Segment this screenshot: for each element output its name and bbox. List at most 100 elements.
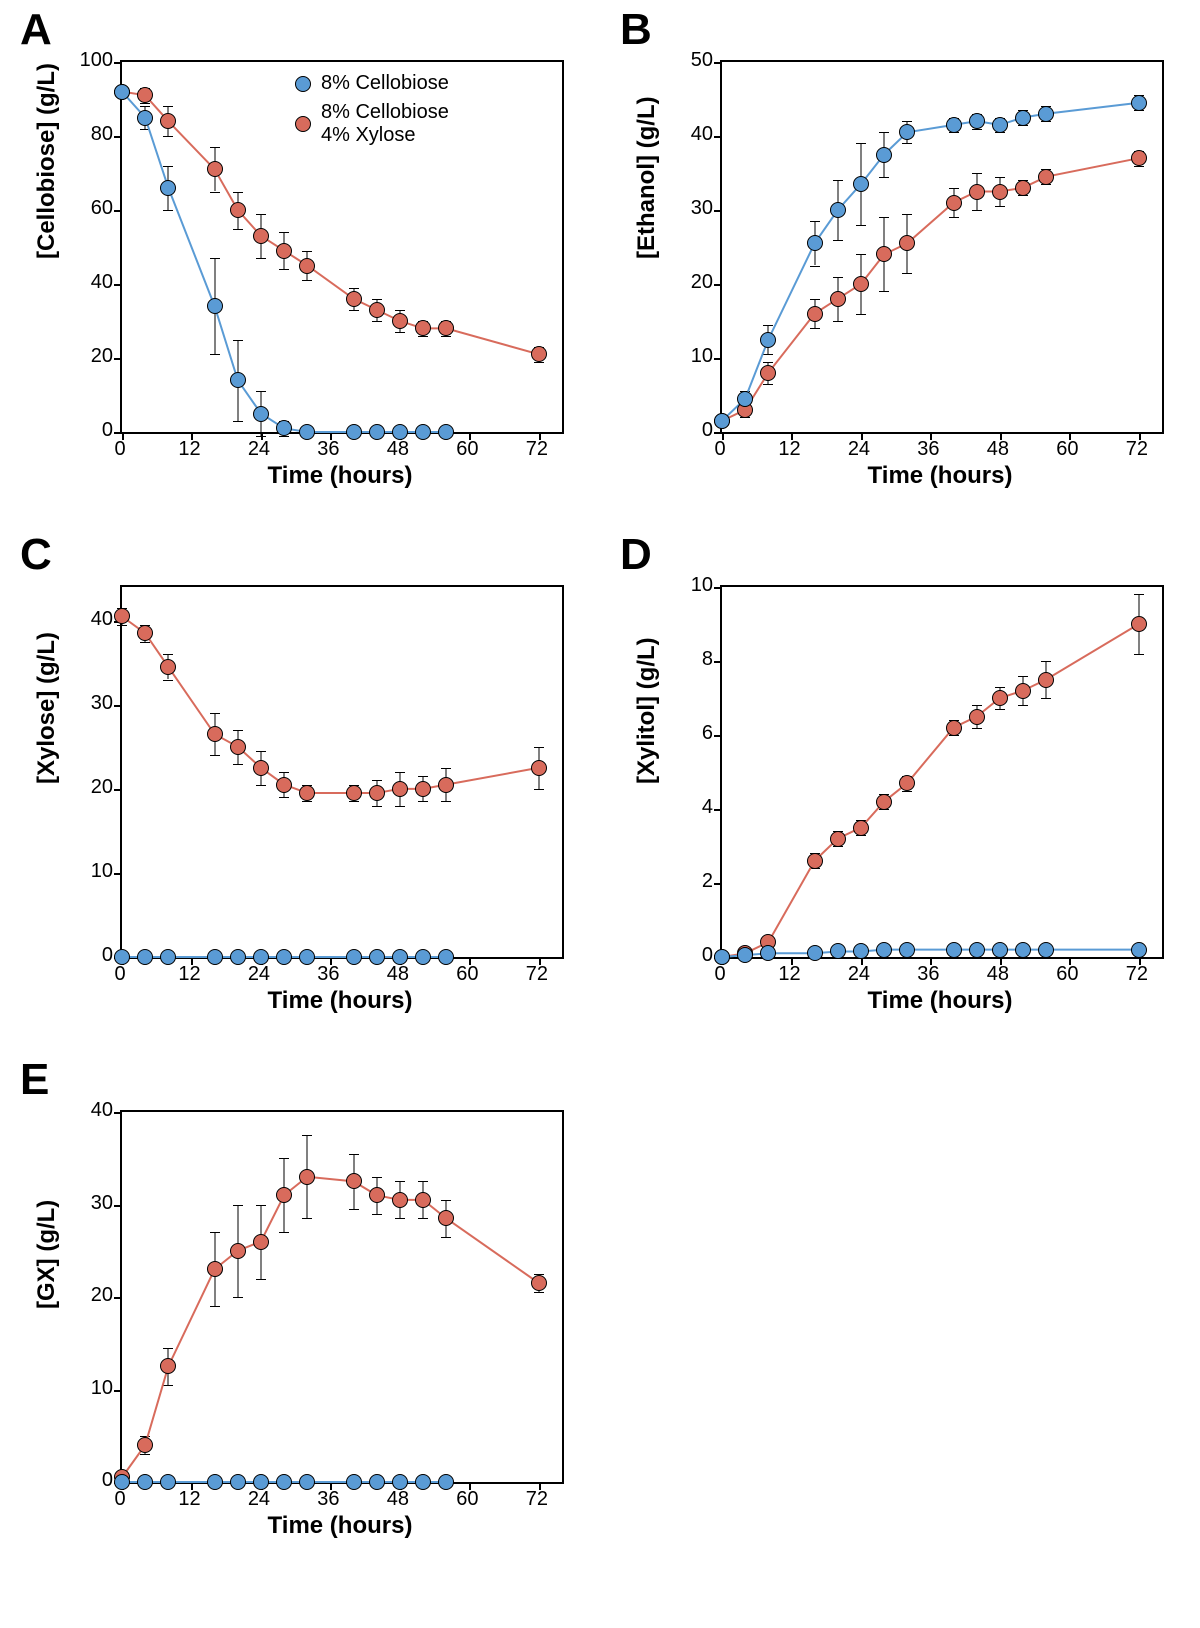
y-tick-label: 8: [675, 648, 713, 671]
y-tick-label: 10: [675, 574, 713, 597]
data-point: [737, 391, 753, 407]
x-tick-label: 36: [913, 438, 943, 461]
y-tick-label: 30: [75, 1192, 113, 1215]
data-point: [299, 258, 315, 274]
data-point: [946, 942, 962, 958]
y-tick-label: 4: [675, 796, 713, 819]
x-tick-label: 48: [383, 438, 413, 461]
data-point: [207, 726, 223, 742]
data-point: [946, 195, 962, 211]
panel-label-C: C: [20, 530, 52, 580]
data-point: [392, 781, 408, 797]
y-tick-label: 20: [675, 271, 713, 294]
x-tick-label: 48: [383, 1488, 413, 1511]
y-axis-label-C: [Xylose] (g/L): [33, 760, 61, 784]
data-point: [438, 1474, 454, 1490]
data-point: [1038, 942, 1054, 958]
data-point: [299, 1169, 315, 1185]
y-tick-label: 50: [675, 49, 713, 72]
x-tick-label: 60: [452, 438, 482, 461]
y-tick-label: 60: [75, 197, 113, 220]
data-point: [992, 184, 1008, 200]
y-tick-label: 10: [75, 860, 113, 883]
data-point: [415, 949, 431, 965]
data-point: [946, 720, 962, 736]
data-point: [230, 202, 246, 218]
data-point: [346, 785, 362, 801]
data-point: [876, 942, 892, 958]
data-point: [369, 785, 385, 801]
data-point: [830, 831, 846, 847]
y-tick-label: 0: [675, 419, 713, 442]
data-point: [253, 760, 269, 776]
y-tick-label: 2: [675, 870, 713, 893]
data-point: [160, 659, 176, 675]
data-point: [1131, 616, 1147, 632]
y-tick-label: 40: [75, 1099, 113, 1122]
plot-area-D: [720, 585, 1164, 959]
x-tick-label: 60: [1052, 438, 1082, 461]
data-point: [807, 853, 823, 869]
y-tick-label: 30: [75, 692, 113, 715]
y-axis-label-B: [Ethanol] (g/L): [633, 235, 661, 259]
data-point: [714, 949, 730, 965]
data-point: [137, 949, 153, 965]
data-point: [253, 1234, 269, 1250]
data-point: [299, 424, 315, 440]
data-point: [230, 372, 246, 388]
data-point: [299, 785, 315, 801]
data-point: [253, 228, 269, 244]
data-point: [160, 180, 176, 196]
data-point: [114, 608, 130, 624]
y-axis-label-A: [Cellobiose] (g/L): [33, 235, 61, 259]
data-point: [415, 320, 431, 336]
x-tick-label: 72: [1122, 438, 1152, 461]
data-point: [346, 1474, 362, 1490]
data-point: [438, 777, 454, 793]
data-point: [438, 320, 454, 336]
data-point: [160, 949, 176, 965]
x-tick-label: 36: [313, 438, 343, 461]
x-tick-label: 36: [313, 963, 343, 986]
y-tick-label: 0: [75, 419, 113, 442]
data-point: [276, 949, 292, 965]
plot-area-C: [120, 585, 564, 959]
x-axis-label-A: Time (hours): [120, 462, 560, 490]
x-axis-label-D: Time (hours): [720, 987, 1160, 1015]
data-point: [369, 949, 385, 965]
panel-label-A: A: [20, 5, 52, 55]
data-point: [969, 113, 985, 129]
y-tick-label: 40: [675, 123, 713, 146]
data-point: [1131, 95, 1147, 111]
x-tick-label: 72: [522, 1488, 552, 1511]
data-point: [160, 1358, 176, 1374]
data-point: [876, 246, 892, 262]
data-point: [760, 365, 776, 381]
data-point: [946, 117, 962, 133]
data-point: [114, 949, 130, 965]
data-point: [392, 1474, 408, 1490]
data-point: [899, 775, 915, 791]
x-tick-label: 48: [383, 963, 413, 986]
data-point: [1015, 683, 1031, 699]
data-point: [531, 346, 547, 362]
y-tick-label: 20: [75, 1284, 113, 1307]
data-point: [369, 1474, 385, 1490]
data-point: [992, 117, 1008, 133]
x-tick-label: 60: [1052, 963, 1082, 986]
series-lines-B: [722, 62, 1162, 432]
y-tick-label: 20: [75, 776, 113, 799]
data-point: [830, 943, 846, 959]
x-tick-label: 12: [774, 438, 804, 461]
x-tick-label: 24: [244, 1488, 274, 1511]
data-point: [1038, 672, 1054, 688]
data-point: [853, 820, 869, 836]
data-point: [1015, 110, 1031, 126]
data-point: [1038, 169, 1054, 185]
data-point: [1038, 106, 1054, 122]
data-point: [369, 424, 385, 440]
data-point: [253, 406, 269, 422]
y-tick-label: 40: [75, 271, 113, 294]
data-point: [415, 1192, 431, 1208]
x-tick-label: 48: [983, 438, 1013, 461]
